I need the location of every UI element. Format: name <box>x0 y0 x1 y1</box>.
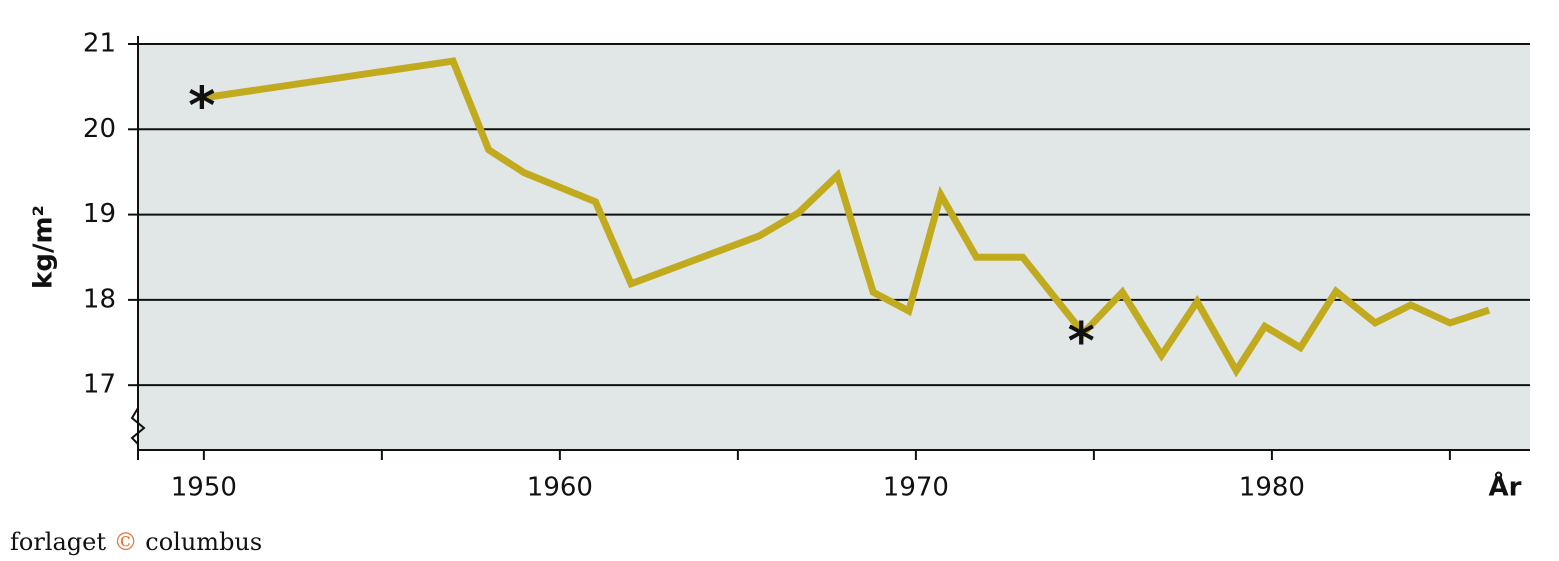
y-axis-label: kg/m² <box>29 205 59 289</box>
axis-break <box>130 407 146 445</box>
credit-right: columbus <box>145 528 262 556</box>
y-tick-label: 19 <box>83 199 116 229</box>
y-tick-label: 17 <box>83 370 116 400</box>
y-tick-label: 20 <box>83 114 116 144</box>
x-axis-label: År <box>1489 471 1522 503</box>
point-marker: * <box>188 77 215 137</box>
credit-symbol: © <box>114 528 138 556</box>
x-tick-label: 1980 <box>1239 473 1305 503</box>
plot-background <box>138 44 1530 450</box>
y-tick-label: 18 <box>83 284 116 314</box>
line <box>203 57 1491 378</box>
x-tick-label: 1960 <box>527 473 593 503</box>
point-marker: * <box>1068 312 1095 372</box>
x-tick-label: 1950 <box>171 473 237 503</box>
credit: forlaget © columbus <box>10 528 262 556</box>
credit-left: forlaget <box>10 528 106 556</box>
y-tick-label: 21 <box>83 29 116 59</box>
x-tick-label: 1970 <box>883 473 949 503</box>
